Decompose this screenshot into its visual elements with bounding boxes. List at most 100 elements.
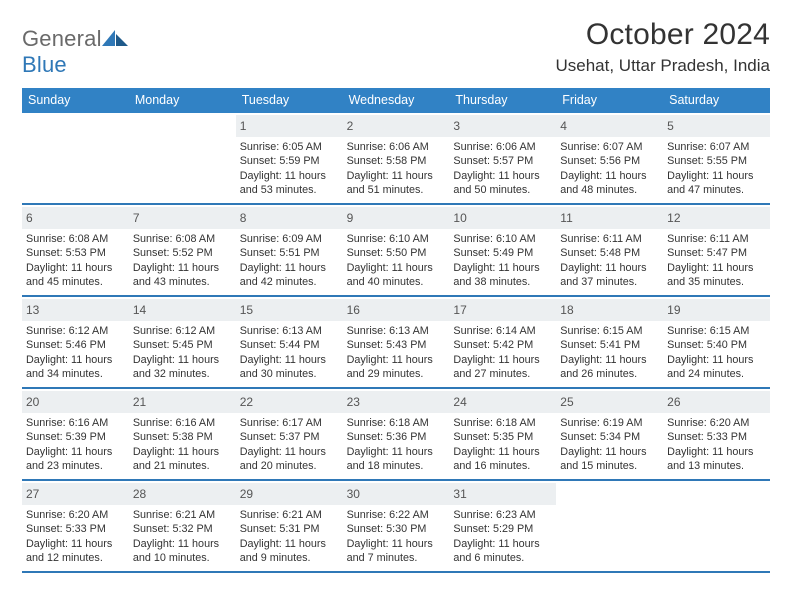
day-cell: 5 Sunrise: 6:07 AMSunset: 5:55 PMDaylight… xyxy=(663,113,770,203)
day-number-strip: 20 xyxy=(22,391,129,413)
dow-label: Wednesday xyxy=(343,88,450,113)
day-number-strip: 13 xyxy=(22,299,129,321)
day-info: Sunrise: 6:16 AMSunset: 5:38 PMDaylight:… xyxy=(133,416,232,473)
day-number: 28 xyxy=(133,487,146,501)
day-cell: 24Sunrise: 6:18 AMSunset: 5:35 PMDayligh… xyxy=(449,389,556,479)
day-number-strip: 31 xyxy=(449,483,556,505)
day-cell: 28Sunrise: 6:21 AMSunset: 5:32 PMDayligh… xyxy=(129,481,236,571)
day-number-strip: 28 xyxy=(129,483,236,505)
day-number-strip: 5 xyxy=(663,115,770,137)
dow-label: Thursday xyxy=(449,88,556,113)
day-number-strip: 21 xyxy=(129,391,236,413)
day-info: Sunrise: 6:21 AMSunset: 5:31 PMDaylight:… xyxy=(240,508,339,565)
day-info: Sunrise: 6:12 AMSunset: 5:46 PMDaylight:… xyxy=(26,324,125,381)
day-number-strip: 26 xyxy=(663,391,770,413)
day-cell: 8Sunrise: 6:09 AMSunset: 5:51 PMDaylight… xyxy=(236,205,343,295)
day-info: Sunrise: 6:08 AMSunset: 5:52 PMDaylight:… xyxy=(133,232,232,289)
day-cell: 1 Sunrise: 6:05 AMSunset: 5:59 PMDaylight… xyxy=(236,113,343,203)
brand-word-2: Blue xyxy=(22,52,67,77)
day-cell: 6 Sunrise: 6:08 AMSunset: 5:53 PMDaylight… xyxy=(22,205,129,295)
day-info: Sunrise: 6:07 AMSunset: 5:55 PMDaylight:… xyxy=(667,140,766,197)
day-number: 16 xyxy=(347,303,360,317)
day-number-strip: 16 xyxy=(343,299,450,321)
week-row: 13 Sunrise: 6:12 AMSunset: 5:46 PMDayligh… xyxy=(22,297,770,389)
day-number-strip: 22 xyxy=(236,391,343,413)
day-info: Sunrise: 6:15 AMSunset: 5:41 PMDaylight:… xyxy=(560,324,659,381)
day-cell: 12Sunrise: 6:11 AMSunset: 5:47 PMDayligh… xyxy=(663,205,770,295)
day-number: 21 xyxy=(133,395,146,409)
sail-icon xyxy=(102,28,128,46)
day-cell: 31Sunrise: 6:23 AMSunset: 5:29 PMDayligh… xyxy=(449,481,556,571)
day-number: 22 xyxy=(240,395,253,409)
week-row: 6 Sunrise: 6:08 AMSunset: 5:53 PMDaylight… xyxy=(22,205,770,297)
day-info: Sunrise: 6:13 AMSunset: 5:44 PMDaylight:… xyxy=(240,324,339,381)
day-number-strip: 10 xyxy=(449,207,556,229)
day-number: 23 xyxy=(347,395,360,409)
title-block: October 2024 Usehat, Uttar Pradesh, Indi… xyxy=(555,18,770,76)
day-number-strip: 17 xyxy=(449,299,556,321)
day-number: 7 xyxy=(133,211,140,225)
day-cell: 10 Sunrise: 6:10 AMSunset: 5:49 PMDayligh… xyxy=(449,205,556,295)
day-info: Sunrise: 6:06 AMSunset: 5:57 PMDaylight:… xyxy=(453,140,552,197)
day-cell: 29Sunrise: 6:21 AMSunset: 5:31 PMDayligh… xyxy=(236,481,343,571)
calendar-page: GeneralBlue October 2024 Usehat, Uttar P… xyxy=(0,0,792,612)
day-cell: 20 Sunrise: 6:16 AMSunset: 5:39 PMDayligh… xyxy=(22,389,129,479)
day-number: 17 xyxy=(453,303,466,317)
day-info: Sunrise: 6:10 AMSunset: 5:49 PMDaylight:… xyxy=(453,232,552,289)
day-info: Sunrise: 6:22 AMSunset: 5:30 PMDaylight:… xyxy=(347,508,446,565)
day-info: Sunrise: 6:14 AMSunset: 5:42 PMDaylight:… xyxy=(453,324,552,381)
day-number-strip: 12 xyxy=(663,207,770,229)
day-cell: 4Sunrise: 6:07 AMSunset: 5:56 PMDaylight… xyxy=(556,113,663,203)
day-cell: 18 Sunrise: 6:15 AMSunset: 5:41 PMDayligh… xyxy=(556,297,663,387)
day-info: Sunrise: 6:19 AMSunset: 5:34 PMDaylight:… xyxy=(560,416,659,473)
header: GeneralBlue October 2024 Usehat, Uttar P… xyxy=(22,18,770,78)
day-info: Sunrise: 6:20 AMSunset: 5:33 PMDaylight:… xyxy=(667,416,766,473)
day-info: Sunrise: 6:09 AMSunset: 5:51 PMDaylight:… xyxy=(240,232,339,289)
day-number: 15 xyxy=(240,303,253,317)
week-row: 1 Sunrise: 6:05 AMSunset: 5:59 PMDaylight… xyxy=(22,113,770,205)
day-cell: 30 Sunrise: 6:22 AMSunset: 5:30 PMDayligh… xyxy=(343,481,450,571)
day-cell xyxy=(663,481,770,571)
day-number: 26 xyxy=(667,395,680,409)
day-cell: 11 Sunrise: 6:11 AMSunset: 5:48 PMDayligh… xyxy=(556,205,663,295)
day-cell: 22 Sunrise: 6:17 AMSunset: 5:37 PMDayligh… xyxy=(236,389,343,479)
week-row: 20 Sunrise: 6:16 AMSunset: 5:39 PMDayligh… xyxy=(22,389,770,481)
day-number: 1 xyxy=(240,119,247,133)
day-info: Sunrise: 6:16 AMSunset: 5:39 PMDaylight:… xyxy=(26,416,125,473)
day-number-strip: 7 xyxy=(129,207,236,229)
day-number: 27 xyxy=(26,487,39,501)
day-number-strip: 23 xyxy=(343,391,450,413)
day-number-strip: 3 xyxy=(449,115,556,137)
day-cell: 17 Sunrise: 6:14 AMSunset: 5:42 PMDayligh… xyxy=(449,297,556,387)
dow-label: Monday xyxy=(129,88,236,113)
day-cell: 16Sunrise: 6:13 AMSunset: 5:43 PMDayligh… xyxy=(343,297,450,387)
day-number: 19 xyxy=(667,303,680,317)
day-number-strip: 27 xyxy=(22,483,129,505)
day-number-strip: 1 xyxy=(236,115,343,137)
day-number: 30 xyxy=(347,487,360,501)
month-title: October 2024 xyxy=(555,18,770,52)
day-info: Sunrise: 6:17 AMSunset: 5:37 PMDaylight:… xyxy=(240,416,339,473)
day-cell: 2Sunrise: 6:06 AMSunset: 5:58 PMDaylight… xyxy=(343,113,450,203)
dow-label: Tuesday xyxy=(236,88,343,113)
day-cell: 14Sunrise: 6:12 AMSunset: 5:45 PMDayligh… xyxy=(129,297,236,387)
day-number-strip: 25 xyxy=(556,391,663,413)
day-number: 18 xyxy=(560,303,573,317)
day-info: Sunrise: 6:08 AMSunset: 5:53 PMDaylight:… xyxy=(26,232,125,289)
day-number-strip: 24 xyxy=(449,391,556,413)
day-number: 4 xyxy=(560,119,567,133)
day-number-strip: 6 xyxy=(22,207,129,229)
day-cell: 3 Sunrise: 6:06 AMSunset: 5:57 PMDaylight… xyxy=(449,113,556,203)
day-number: 3 xyxy=(453,119,460,133)
day-number-strip: 30 xyxy=(343,483,450,505)
day-cell xyxy=(556,481,663,571)
day-number-strip: 2 xyxy=(343,115,450,137)
day-number: 11 xyxy=(560,211,572,225)
day-cell: 27Sunrise: 6:20 AMSunset: 5:33 PMDayligh… xyxy=(22,481,129,571)
day-number: 12 xyxy=(667,211,680,225)
day-cell: 9Sunrise: 6:10 AMSunset: 5:50 PMDaylight… xyxy=(343,205,450,295)
day-info: Sunrise: 6:11 AMSunset: 5:48 PMDaylight:… xyxy=(560,232,659,289)
day-number: 6 xyxy=(26,211,33,225)
day-info: Sunrise: 6:05 AMSunset: 5:59 PMDaylight:… xyxy=(240,140,339,197)
day-number-strip: 14 xyxy=(129,299,236,321)
